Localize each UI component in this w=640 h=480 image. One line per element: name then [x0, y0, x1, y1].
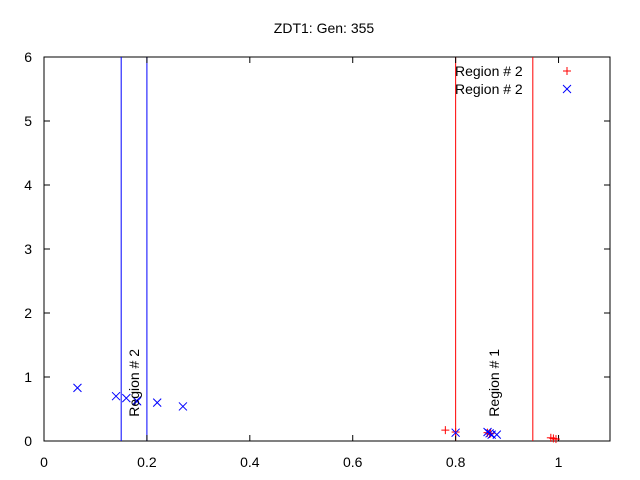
- y-tick-label: 5: [24, 113, 32, 129]
- legend: Region # 2 Region # 2: [455, 63, 572, 97]
- legend-item: Region # 2: [455, 63, 571, 79]
- y-tick-label: 2: [24, 305, 32, 321]
- region-lines: [120, 57, 534, 441]
- data-point: [551, 435, 560, 444]
- legend-label: Region # 2: [455, 81, 523, 97]
- y-tick-label: 6: [24, 49, 32, 65]
- data-point: [152, 398, 162, 407]
- y-tick-label: 4: [24, 177, 32, 193]
- x-axis: 0 0.2 0.4 0.6 0.8 1: [40, 57, 563, 470]
- x-tick-label: 0: [40, 454, 48, 470]
- legend-marker: [562, 84, 572, 94]
- region-annotation: Region # 1: [486, 349, 502, 417]
- x-tick-label: 1: [555, 454, 563, 470]
- y-axis: 0 1 2 3 4 5 6: [24, 49, 610, 449]
- x-tick-label: 0.8: [446, 454, 466, 470]
- region-annotations: Region # 2 Region # 1: [126, 349, 502, 417]
- legend-label: Region # 2: [455, 63, 523, 79]
- y-tick-label: 3: [24, 241, 32, 257]
- data-point: [451, 428, 460, 438]
- legend-marker: [563, 67, 571, 75]
- data-point: [492, 430, 502, 439]
- data-point: [121, 393, 131, 403]
- x-tick-label: 0.6: [343, 454, 363, 470]
- x-tick-label: 0.2: [137, 454, 157, 470]
- data-point: [441, 426, 450, 435]
- y-tick-label: 0: [24, 433, 32, 449]
- data-point: [485, 428, 494, 438]
- region-annotation: Region # 2: [126, 349, 142, 417]
- data-point: [483, 427, 492, 437]
- series-2: [73, 383, 502, 439]
- legend-item: Region # 2: [455, 81, 572, 97]
- data-point: [73, 383, 82, 393]
- data-point: [132, 396, 142, 406]
- y-tick-label: 1: [24, 369, 32, 385]
- data-point: [178, 402, 188, 411]
- chart-title: ZDT1: Gen: 355: [274, 20, 375, 36]
- data-point: [111, 391, 121, 401]
- data-points: [73, 383, 560, 444]
- x-tick-label: 0.4: [240, 454, 260, 470]
